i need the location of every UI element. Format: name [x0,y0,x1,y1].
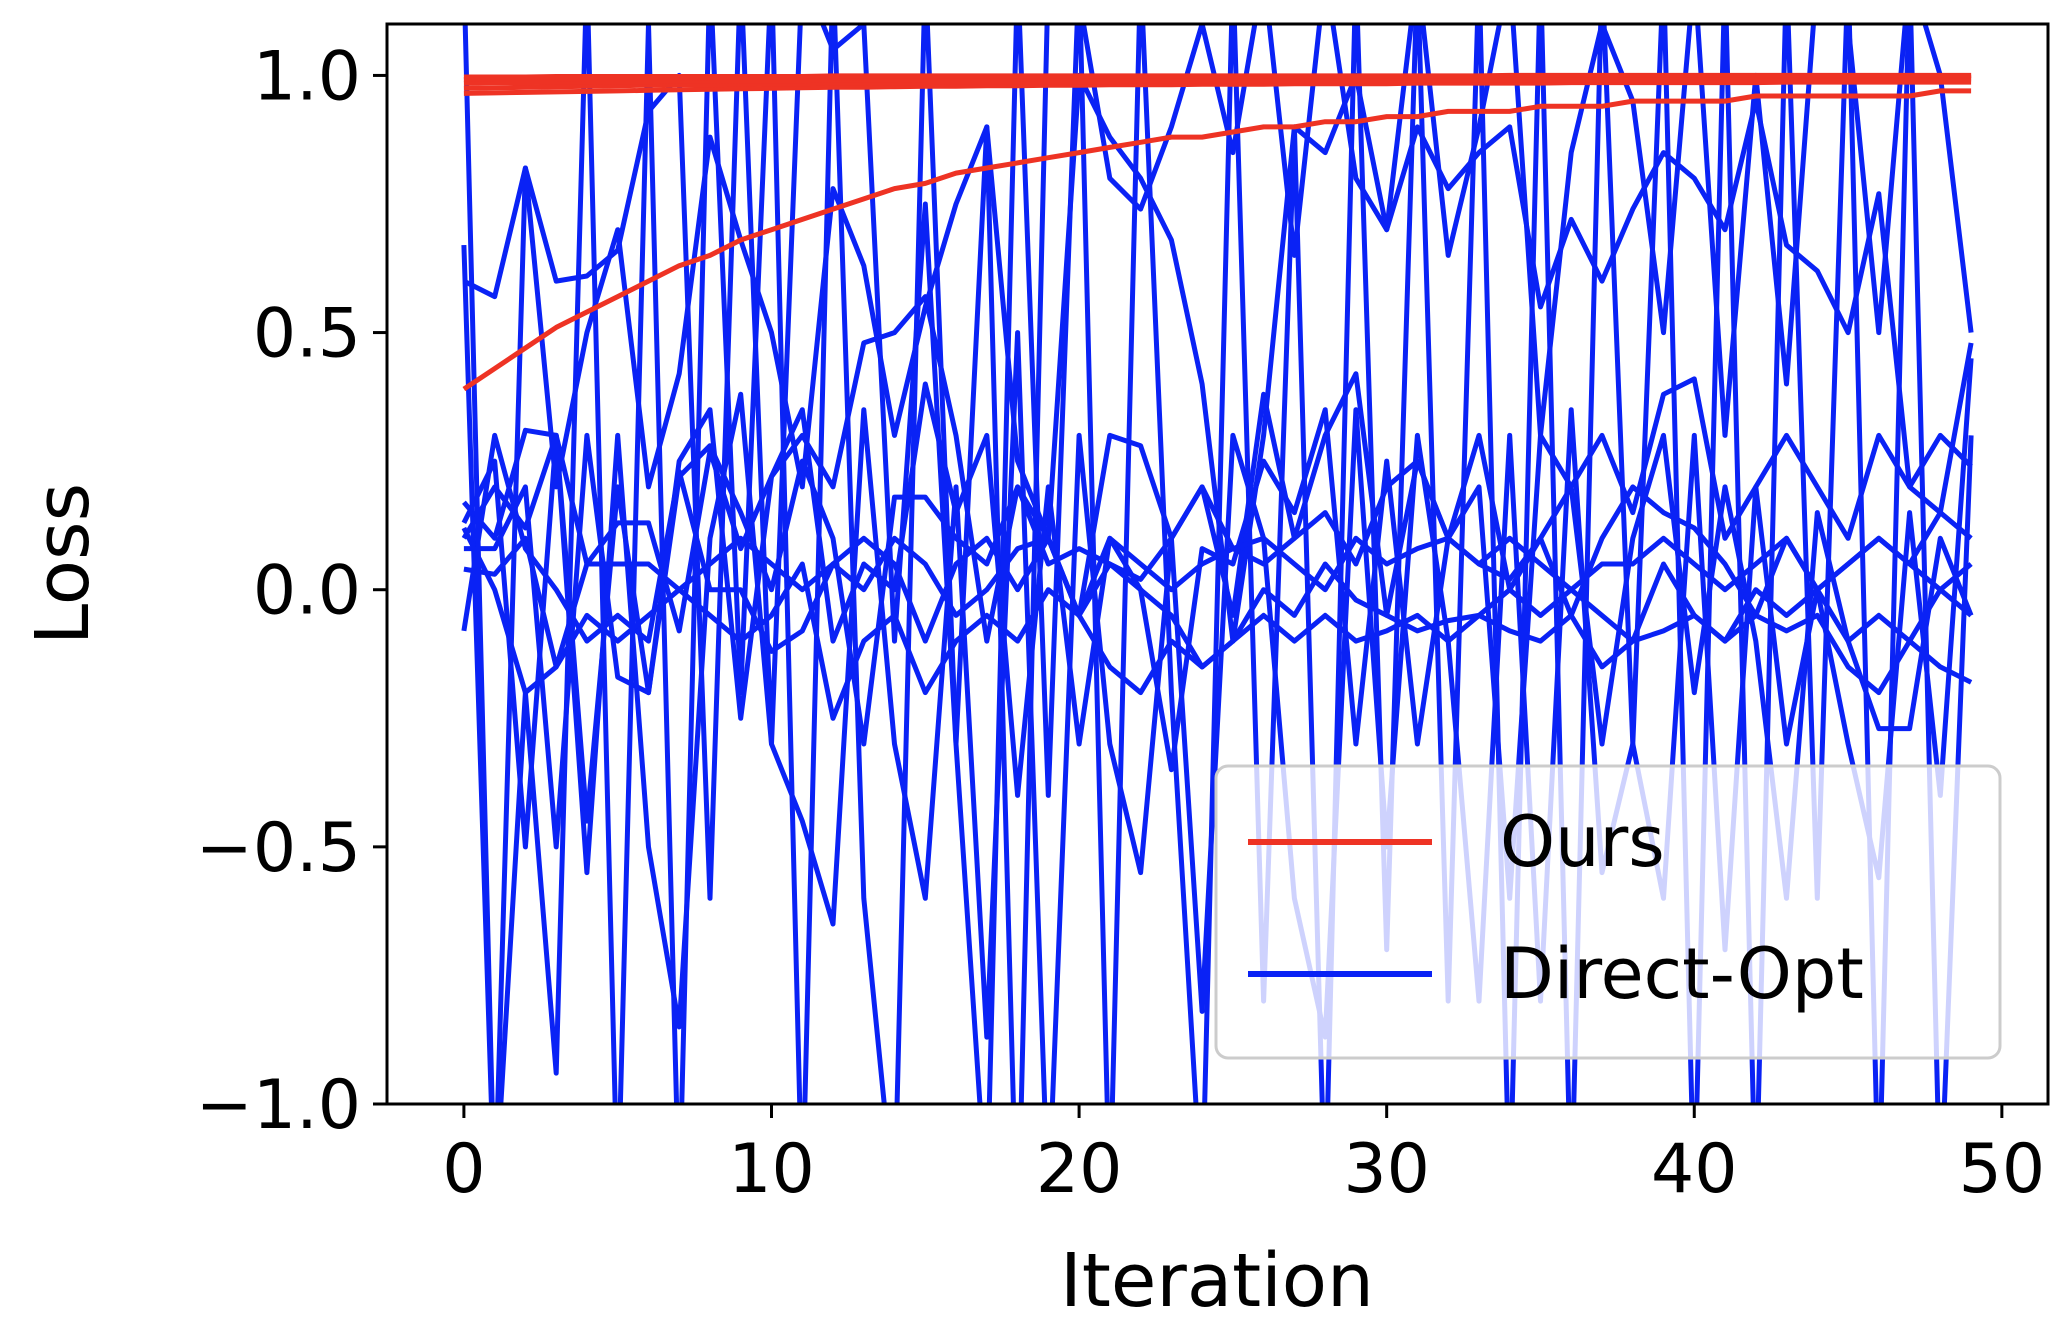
x-axis-label: Iteration [1060,1238,1374,1324]
series-line-ours-5 [463,72,1972,80]
x-tick-label-5: 50 [1959,1130,2046,1209]
x-tick-label-3: 30 [1343,1130,1430,1209]
ticks-layer: 0 10 20 30 40 50 −1.0 −0.5 0.0 0.5 1.0 [196,37,2045,1209]
y-tick-label-3: 0.5 [253,295,361,374]
y-axis-label: Loss [20,483,106,645]
series-line-direct-opt-15 [462,24,1974,1104]
plot-frame [385,22,2050,1106]
y-tick-label-1: −0.5 [196,809,361,888]
series-line-ours-1 [463,79,1972,96]
y-tick-label-4: 1.0 [253,37,361,116]
x-tick-label-1: 10 [728,1130,815,1209]
x-tick-label-0: 0 [442,1130,485,1209]
y-tick-label-2: 0.0 [253,552,361,631]
x-tick-label-2: 20 [1036,1130,1123,1209]
x-tick-label-4: 40 [1651,1130,1738,1209]
series-layer [461,24,1974,1104]
series-line-direct-opt-6 [461,24,1974,1104]
y-tick-label-0: −1.0 [196,1066,361,1145]
series-line-ours-0 [462,88,1972,392]
legend: Ours Direct-Opt [1214,764,2002,1060]
legend-label-direct-opt: Direct-Opt [1500,933,1864,1015]
legend-label-ours: Ours [1500,801,1665,883]
